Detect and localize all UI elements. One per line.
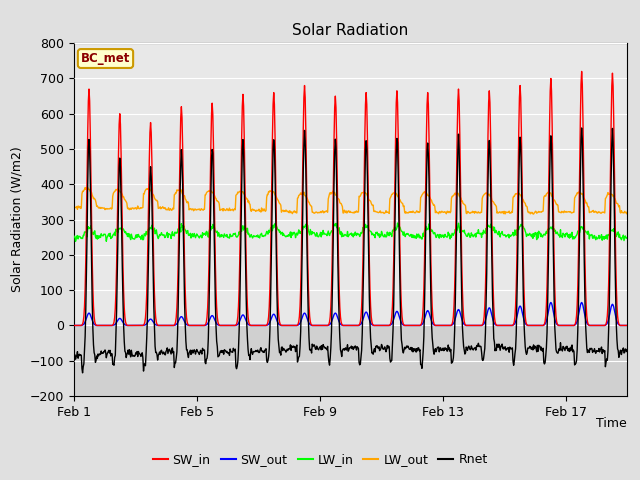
Text: BC_met: BC_met (81, 52, 130, 65)
Title: Solar Radiation: Solar Radiation (292, 23, 408, 38)
Text: Time: Time (596, 417, 627, 430)
Y-axis label: Solar Radiation (W/m2): Solar Radiation (W/m2) (11, 147, 24, 292)
Legend: SW_in, SW_out, LW_in, LW_out, Rnet: SW_in, SW_out, LW_in, LW_out, Rnet (147, 448, 493, 471)
Bar (74, 325, 627, 396)
